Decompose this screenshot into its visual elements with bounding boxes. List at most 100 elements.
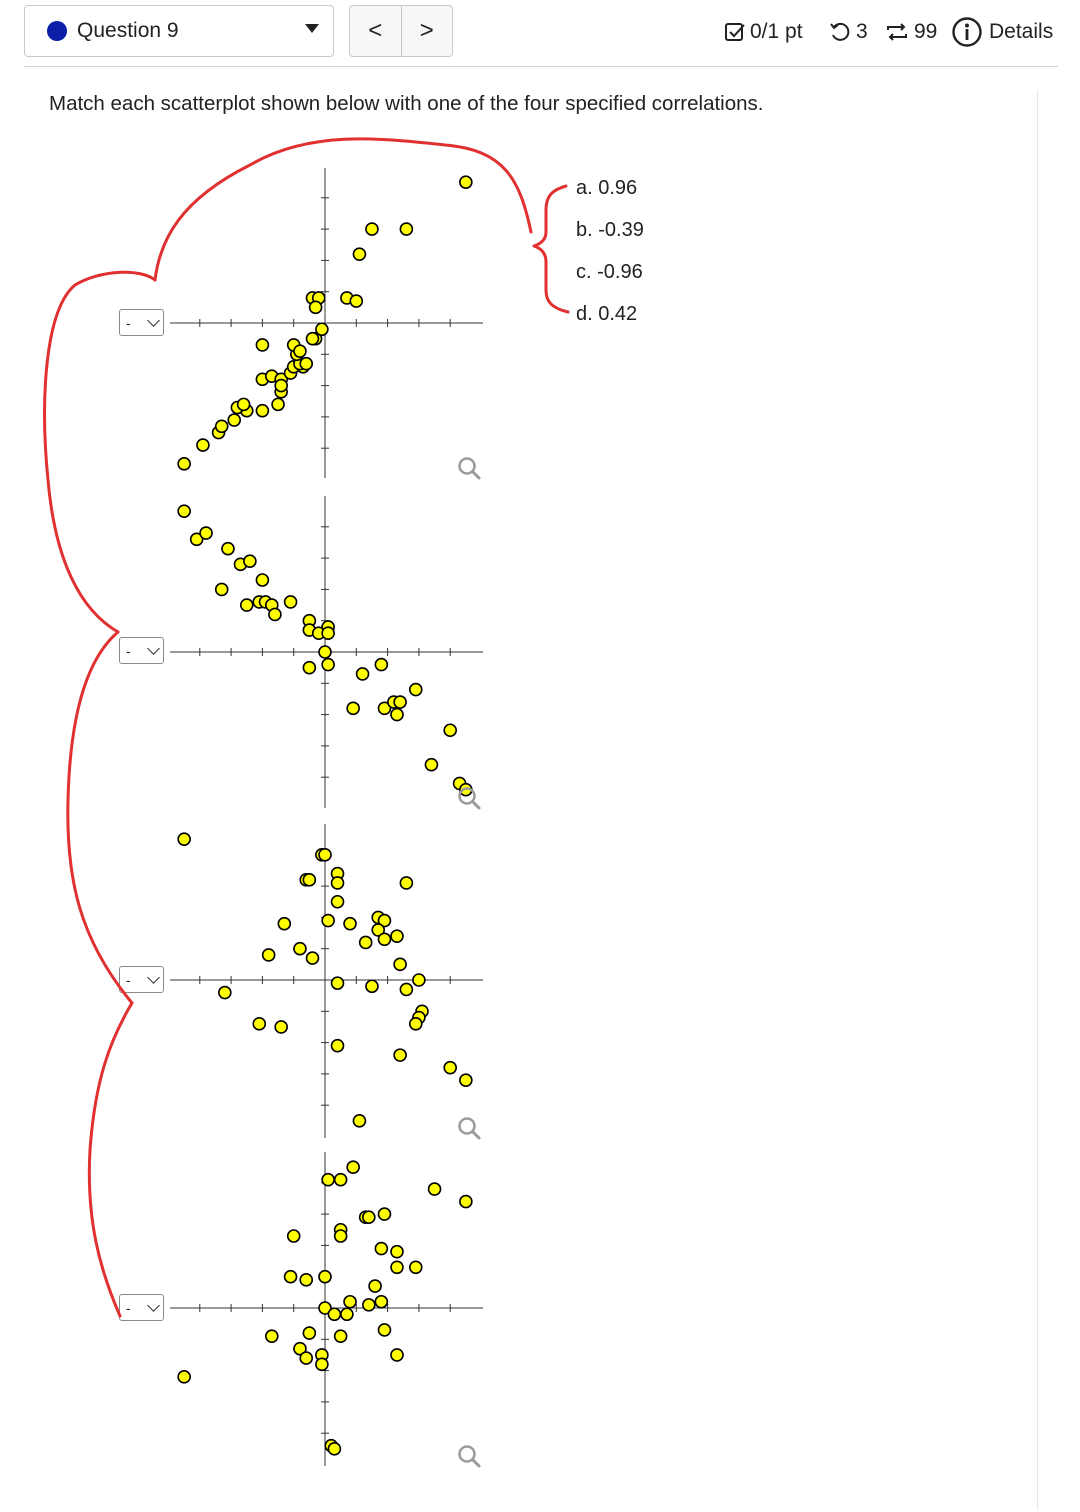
- answer-select-value: -: [126, 971, 131, 988]
- data-point: [390, 1244, 404, 1259]
- data-point: [305, 951, 320, 965]
- data-point: [321, 620, 335, 634]
- info-icon: [952, 17, 982, 47]
- data-point: [333, 1229, 348, 1243]
- data-point: [261, 948, 276, 962]
- data-point: [327, 1307, 342, 1322]
- zoom-icon[interactable]: [458, 457, 481, 480]
- question-label: Question 9: [77, 19, 179, 42]
- data-point: [321, 1172, 335, 1187]
- data-point: [299, 873, 314, 887]
- data-point: [374, 1294, 389, 1309]
- data-point: [252, 595, 267, 609]
- data-point: [318, 1301, 332, 1315]
- data-point: [362, 1210, 376, 1225]
- data-point: [230, 400, 245, 415]
- data-point: [333, 1172, 348, 1187]
- data-point: [459, 175, 473, 189]
- next-question-button[interactable]: >: [400, 6, 453, 56]
- data-point: [408, 682, 423, 697]
- correlation-options: a. 0.96 b. -0.39 c. -0.96 d. 0.42: [576, 174, 644, 342]
- details-link[interactable]: Details: [951, 14, 1053, 50]
- data-point: [239, 403, 254, 418]
- data-point: [268, 607, 282, 622]
- data-point: [315, 322, 329, 337]
- data-point: [330, 976, 345, 990]
- zoom-icon[interactable]: [458, 1445, 481, 1468]
- data-point: [368, 1279, 382, 1293]
- zoom-icon[interactable]: [458, 1117, 481, 1140]
- data-point: [255, 372, 270, 387]
- data-point: [333, 1222, 348, 1237]
- data-point: [299, 356, 314, 371]
- question-selector[interactable]: Question 9: [24, 5, 334, 57]
- data-point: [393, 695, 407, 709]
- data-point: [324, 1438, 339, 1453]
- data-point: [390, 1260, 404, 1275]
- details-label[interactable]: Details: [989, 20, 1054, 43]
- answer-select-value: -: [126, 642, 131, 659]
- retries-status: 3: [828, 14, 868, 50]
- data-point: [377, 913, 392, 928]
- data-point: [340, 291, 354, 305]
- data-point: [302, 873, 317, 887]
- data-point: [330, 894, 345, 909]
- data-point: [258, 595, 273, 609]
- option-b: b. -0.39: [576, 219, 644, 241]
- answer-select-1[interactable]: -: [119, 309, 164, 336]
- chevron-down-icon: [147, 642, 160, 655]
- data-point: [274, 372, 288, 387]
- answer-select-4[interactable]: -: [119, 1294, 164, 1321]
- data-point: [377, 932, 392, 947]
- chevron-down-icon: [147, 1299, 160, 1312]
- retry-icon: [830, 22, 850, 41]
- data-point: [399, 982, 414, 997]
- data-point: [315, 847, 329, 862]
- checkbox-icon: [725, 23, 745, 41]
- caret-down-icon: [305, 24, 319, 33]
- zoom-icon[interactable]: [458, 787, 481, 810]
- score-status: 0/1 pt: [724, 14, 803, 50]
- data-point: [290, 347, 304, 362]
- question-prompt: Match each scatterplot shown below with …: [49, 92, 764, 115]
- data-point: [311, 291, 326, 305]
- answer-select-3[interactable]: -: [119, 966, 164, 993]
- data-point: [239, 598, 254, 612]
- data-point: [221, 541, 235, 556]
- option-d: d. 0.42: [576, 303, 638, 325]
- data-point: [452, 776, 467, 791]
- chevron-down-icon: [147, 314, 160, 327]
- chevron-down-icon: [147, 971, 160, 984]
- data-point: [255, 403, 270, 418]
- data-point: [377, 1207, 392, 1221]
- data-point: [365, 222, 379, 236]
- prev-question-button[interactable]: <: [368, 17, 383, 44]
- data-point: [286, 338, 301, 352]
- data-point: [390, 929, 404, 943]
- data-point: [274, 385, 288, 399]
- data-point: [399, 876, 414, 890]
- data-point: [343, 1294, 357, 1309]
- data-point: [333, 1329, 348, 1343]
- data-point: [362, 1298, 376, 1312]
- data-point: [374, 1241, 389, 1256]
- data-point: [443, 723, 458, 738]
- data-point: [365, 979, 379, 994]
- data-point: [340, 1307, 354, 1322]
- data-point: [358, 935, 373, 950]
- data-point: [374, 657, 389, 672]
- data-point: [459, 1073, 473, 1087]
- data-point: [408, 1017, 423, 1031]
- data-point: [377, 701, 392, 716]
- option-c: c. -0.96: [576, 261, 643, 283]
- data-point: [408, 1260, 423, 1275]
- data-point: [277, 916, 292, 931]
- data-point: [293, 941, 307, 956]
- data-point: [308, 300, 323, 315]
- question-status-dot: [47, 21, 67, 41]
- data-point: [218, 985, 232, 1000]
- data-point: [299, 1351, 314, 1365]
- answer-select-2[interactable]: -: [119, 637, 164, 664]
